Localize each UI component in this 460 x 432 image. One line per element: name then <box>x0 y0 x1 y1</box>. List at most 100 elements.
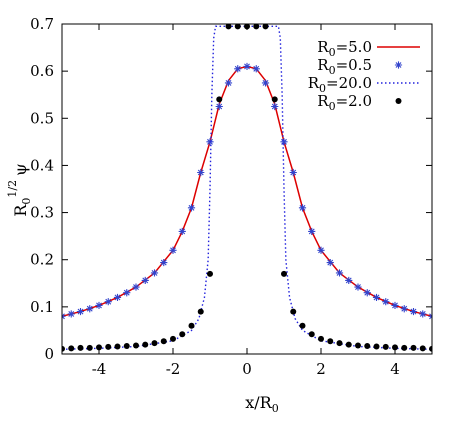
data-point-dot <box>290 308 297 315</box>
data-point-star <box>160 258 168 267</box>
data-point-star <box>104 298 112 306</box>
series-4 <box>62 24 432 352</box>
data-point-star <box>76 307 85 316</box>
legend-label: R0=0.5 <box>317 56 372 77</box>
legend-item: R0=20.0 <box>308 74 420 95</box>
data-point-star <box>382 298 390 306</box>
data-point-star <box>113 293 122 302</box>
data-point-dot <box>401 344 408 351</box>
data-point-dot <box>96 344 102 351</box>
data-point-dot <box>419 345 426 352</box>
data-point-star <box>326 258 334 267</box>
data-point-star <box>132 283 140 291</box>
data-point-dot <box>68 345 75 352</box>
plot-frame <box>61 23 433 355</box>
data-point-dot <box>281 270 287 277</box>
data-point-dot <box>142 341 149 348</box>
data-point-dot <box>188 322 195 329</box>
data-point-dot <box>373 343 380 350</box>
data-point-dot <box>382 343 389 350</box>
data-point-star <box>261 79 270 87</box>
data-point-star <box>372 293 381 302</box>
data-point-star <box>206 138 214 146</box>
x-tick-label: -2 <box>166 360 181 378</box>
data-point-dot <box>392 344 398 351</box>
x-tick-label: -4 <box>92 360 107 378</box>
data-point-star <box>400 305 408 313</box>
data-point-dot <box>262 24 269 30</box>
y-tick-label: 0.6 <box>30 62 54 80</box>
data-point-dot <box>207 270 213 277</box>
series-2 <box>62 62 432 320</box>
y-axis-label: R01/2ψ <box>6 163 33 216</box>
x-tick-label: 0 <box>242 360 252 378</box>
data-point-star <box>289 168 297 177</box>
data-point-dot <box>271 96 278 103</box>
legend-label: R0=5.0 <box>317 38 372 59</box>
data-point-dot <box>318 335 324 342</box>
data-point-dot <box>62 345 65 352</box>
plot-area <box>62 24 432 352</box>
data-point-dot <box>216 96 223 103</box>
data-point-star <box>409 307 418 316</box>
data-point-dot <box>123 342 130 349</box>
series-layer <box>62 24 432 352</box>
data-point-dot <box>345 341 352 348</box>
data-point-dot <box>197 308 204 315</box>
data-point-star <box>354 283 362 291</box>
y-tick-label: 0.3 <box>30 204 54 222</box>
axis-labels: x/R0 R01/2ψ <box>6 163 279 415</box>
data-point-star <box>391 301 399 310</box>
data-point-star <box>141 276 149 285</box>
legend-item: R0=2.0 <box>317 92 402 113</box>
data-point-dot <box>253 24 260 30</box>
x-tick-label: 4 <box>390 360 400 378</box>
data-point-star <box>243 62 251 71</box>
data-point-dot <box>170 335 176 342</box>
data-point-star <box>67 310 75 318</box>
data-point-dot <box>355 342 361 349</box>
data-point-dot <box>151 340 158 347</box>
data-point-star <box>86 305 94 313</box>
y-tick-label: 0 <box>44 345 54 363</box>
data-point-star <box>335 269 344 277</box>
data-point-dot <box>364 342 371 349</box>
data-point-dot <box>299 322 306 329</box>
data-point-dot <box>410 344 417 351</box>
data-point-dot <box>86 344 93 351</box>
data-point-dot <box>225 24 232 30</box>
legend-swatch-dot <box>395 98 402 104</box>
data-point-star <box>363 289 371 297</box>
data-point-star <box>298 204 307 212</box>
y-tick-label: 0.2 <box>30 251 54 269</box>
data-point-star <box>215 102 223 111</box>
data-point-star <box>234 65 242 73</box>
data-point-star <box>197 168 205 177</box>
legend-item: R0=5.0 <box>317 38 420 59</box>
x-tick-label: 2 <box>316 360 326 378</box>
data-point-dot <box>336 340 343 347</box>
data-point-star <box>317 246 325 254</box>
series-line <box>62 65 432 318</box>
data-point-star <box>169 246 177 254</box>
legend-label: R0=20.0 <box>308 74 372 95</box>
y-tick-label: 0.5 <box>30 109 54 127</box>
y-tick-label: 0.4 <box>30 156 54 174</box>
legend-label: R0=2.0 <box>317 92 372 113</box>
data-point-star <box>95 301 103 310</box>
data-point-dot <box>133 342 139 349</box>
data-point-star <box>280 138 288 146</box>
series-1 <box>62 65 432 318</box>
data-point-star <box>187 204 196 212</box>
data-point-star <box>419 310 427 318</box>
data-point-dot <box>429 345 432 352</box>
data-point-dot <box>234 24 241 30</box>
data-point-dot <box>105 343 112 350</box>
data-point-star <box>224 79 233 87</box>
y-tick-label: 0.1 <box>30 298 54 316</box>
legend-item: R0=0.5 <box>317 56 403 77</box>
data-point-dot <box>114 343 121 350</box>
data-point-dot <box>179 331 186 338</box>
data-point-star <box>123 289 131 297</box>
data-point-dot <box>77 344 84 351</box>
